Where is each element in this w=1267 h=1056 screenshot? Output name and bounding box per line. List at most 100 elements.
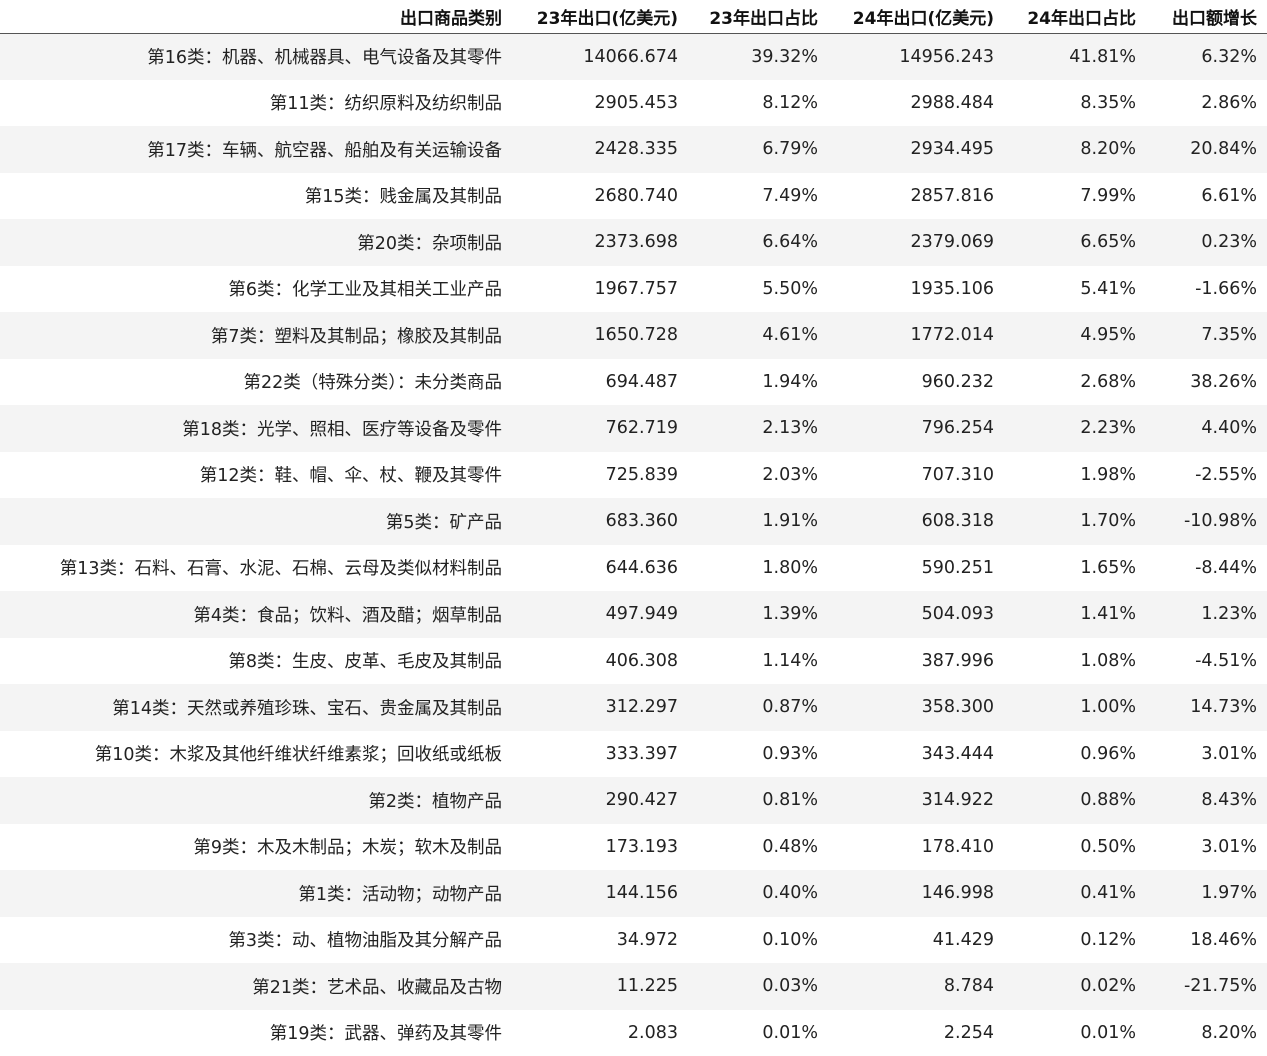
category-cell: 第2类：植物产品	[0, 777, 512, 824]
category-cell: 第9类：木及木制品；木炭；软木及制品	[0, 824, 512, 871]
export-2023-cell: 14066.674	[512, 33, 688, 80]
growth-cell: 6.32%	[1146, 33, 1267, 80]
growth-cell: -10.98%	[1146, 498, 1267, 545]
category-cell: 第8类：生皮、皮革、毛皮及其制品	[0, 638, 512, 685]
share-2024-cell: 0.50%	[1004, 824, 1146, 871]
export-2023-cell: 644.636	[512, 545, 688, 592]
share-2023-cell: 6.79%	[688, 126, 828, 173]
growth-cell: 6.61%	[1146, 173, 1267, 220]
share-2024-cell: 0.01%	[1004, 1010, 1146, 1056]
share-2024-cell: 0.02%	[1004, 963, 1146, 1010]
share-2023-cell: 0.03%	[688, 963, 828, 1010]
growth-cell: -4.51%	[1146, 638, 1267, 685]
export-2024-cell: 178.410	[828, 824, 1004, 871]
category-cell: 第7类：塑料及其制品；橡胶及其制品	[0, 312, 512, 359]
export-2024-cell: 8.784	[828, 963, 1004, 1010]
share-2023-cell: 7.49%	[688, 173, 828, 220]
category-cell: 第15类：贱金属及其制品	[0, 173, 512, 220]
share-2024-cell: 1.70%	[1004, 498, 1146, 545]
share-2024-cell: 8.20%	[1004, 126, 1146, 173]
export-2024-cell: 2934.495	[828, 126, 1004, 173]
export-2024-cell: 343.444	[828, 731, 1004, 778]
export-2024-cell: 608.318	[828, 498, 1004, 545]
growth-cell: 4.40%	[1146, 405, 1267, 452]
header-share-2023: 23年出口占比	[688, 0, 828, 33]
share-2023-cell: 1.80%	[688, 545, 828, 592]
share-2024-cell: 1.98%	[1004, 452, 1146, 499]
export-2023-cell: 1967.757	[512, 266, 688, 313]
share-2024-cell: 0.96%	[1004, 731, 1146, 778]
category-cell: 第22类（特殊分类）：未分类商品	[0, 359, 512, 406]
export-2023-cell: 11.225	[512, 963, 688, 1010]
growth-cell: 18.46%	[1146, 917, 1267, 964]
export-2023-cell: 173.193	[512, 824, 688, 871]
export-2024-cell: 707.310	[828, 452, 1004, 499]
share-2023-cell: 1.94%	[688, 359, 828, 406]
export-2023-cell: 2680.740	[512, 173, 688, 220]
category-cell: 第4类：食品；饮料、酒及醋；烟草制品	[0, 591, 512, 638]
share-2024-cell: 41.81%	[1004, 33, 1146, 80]
share-2023-cell: 1.39%	[688, 591, 828, 638]
category-cell: 第13类：石料、石膏、水泥、石棉、云母及类似材料制品	[0, 545, 512, 592]
growth-cell: 3.01%	[1146, 824, 1267, 871]
header-share-2024: 24年出口占比	[1004, 0, 1146, 33]
export-2024-cell: 960.232	[828, 359, 1004, 406]
share-2024-cell: 0.12%	[1004, 917, 1146, 964]
growth-cell: 38.26%	[1146, 359, 1267, 406]
share-2024-cell: 1.08%	[1004, 638, 1146, 685]
export-2024-cell: 2857.816	[828, 173, 1004, 220]
category-cell: 第1类：活动物；动物产品	[0, 870, 512, 917]
share-2024-cell: 2.23%	[1004, 405, 1146, 452]
export-2023-cell: 1650.728	[512, 312, 688, 359]
export-2023-cell: 683.360	[512, 498, 688, 545]
share-2023-cell: 0.81%	[688, 777, 828, 824]
share-2024-cell: 0.88%	[1004, 777, 1146, 824]
share-2023-cell: 2.13%	[688, 405, 828, 452]
growth-cell: 8.43%	[1146, 777, 1267, 824]
export-2024-cell: 504.093	[828, 591, 1004, 638]
export-2024-cell: 1935.106	[828, 266, 1004, 313]
growth-cell: 20.84%	[1146, 126, 1267, 173]
growth-cell: 3.01%	[1146, 731, 1267, 778]
share-2023-cell: 39.32%	[688, 33, 828, 80]
category-cell: 第19类：武器、弹药及其零件	[0, 1010, 512, 1056]
category-cell: 第5类：矿产品	[0, 498, 512, 545]
share-2024-cell: 2.68%	[1004, 359, 1146, 406]
share-2023-cell: 1.91%	[688, 498, 828, 545]
category-cell: 第20类：杂项制品	[0, 219, 512, 266]
share-2024-cell: 7.99%	[1004, 173, 1146, 220]
category-cell: 第21类：艺术品、收藏品及古物	[0, 963, 512, 1010]
share-2024-cell: 1.41%	[1004, 591, 1146, 638]
share-2023-cell: 0.10%	[688, 917, 828, 964]
export-2023-cell: 694.487	[512, 359, 688, 406]
share-2024-cell: 4.95%	[1004, 312, 1146, 359]
share-2024-cell: 6.65%	[1004, 219, 1146, 266]
growth-cell: 2.86%	[1146, 80, 1267, 127]
export-2023-cell: 34.972	[512, 917, 688, 964]
share-2023-cell: 0.48%	[688, 824, 828, 871]
export-2024-cell: 2379.069	[828, 219, 1004, 266]
category-cell: 第12类：鞋、帽、伞、杖、鞭及其零件	[0, 452, 512, 499]
share-2023-cell: 2.03%	[688, 452, 828, 499]
category-cell: 第18类：光学、照相、医疗等设备及零件	[0, 405, 512, 452]
share-2023-cell: 0.01%	[688, 1010, 828, 1056]
category-cell: 第17类：车辆、航空器、船舶及有关运输设备	[0, 126, 512, 173]
header-category: 出口商品类别	[0, 0, 512, 33]
header-growth: 出口额增长	[1146, 0, 1267, 33]
header-export-2024: 24年出口(亿美元)	[828, 0, 1004, 33]
share-2023-cell: 6.64%	[688, 219, 828, 266]
